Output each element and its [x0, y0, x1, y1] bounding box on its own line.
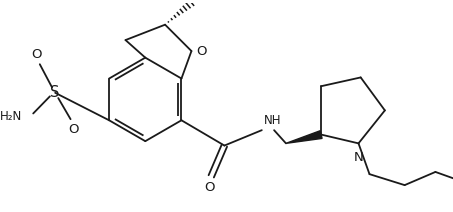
Text: O: O — [204, 181, 214, 194]
Polygon shape — [286, 131, 322, 143]
Text: N: N — [354, 151, 363, 164]
Text: H₂N: H₂N — [0, 110, 22, 123]
Text: O: O — [31, 48, 42, 61]
Text: O: O — [197, 45, 207, 57]
Text: S: S — [50, 85, 60, 100]
Text: O: O — [68, 123, 79, 136]
Text: NH: NH — [264, 114, 281, 127]
